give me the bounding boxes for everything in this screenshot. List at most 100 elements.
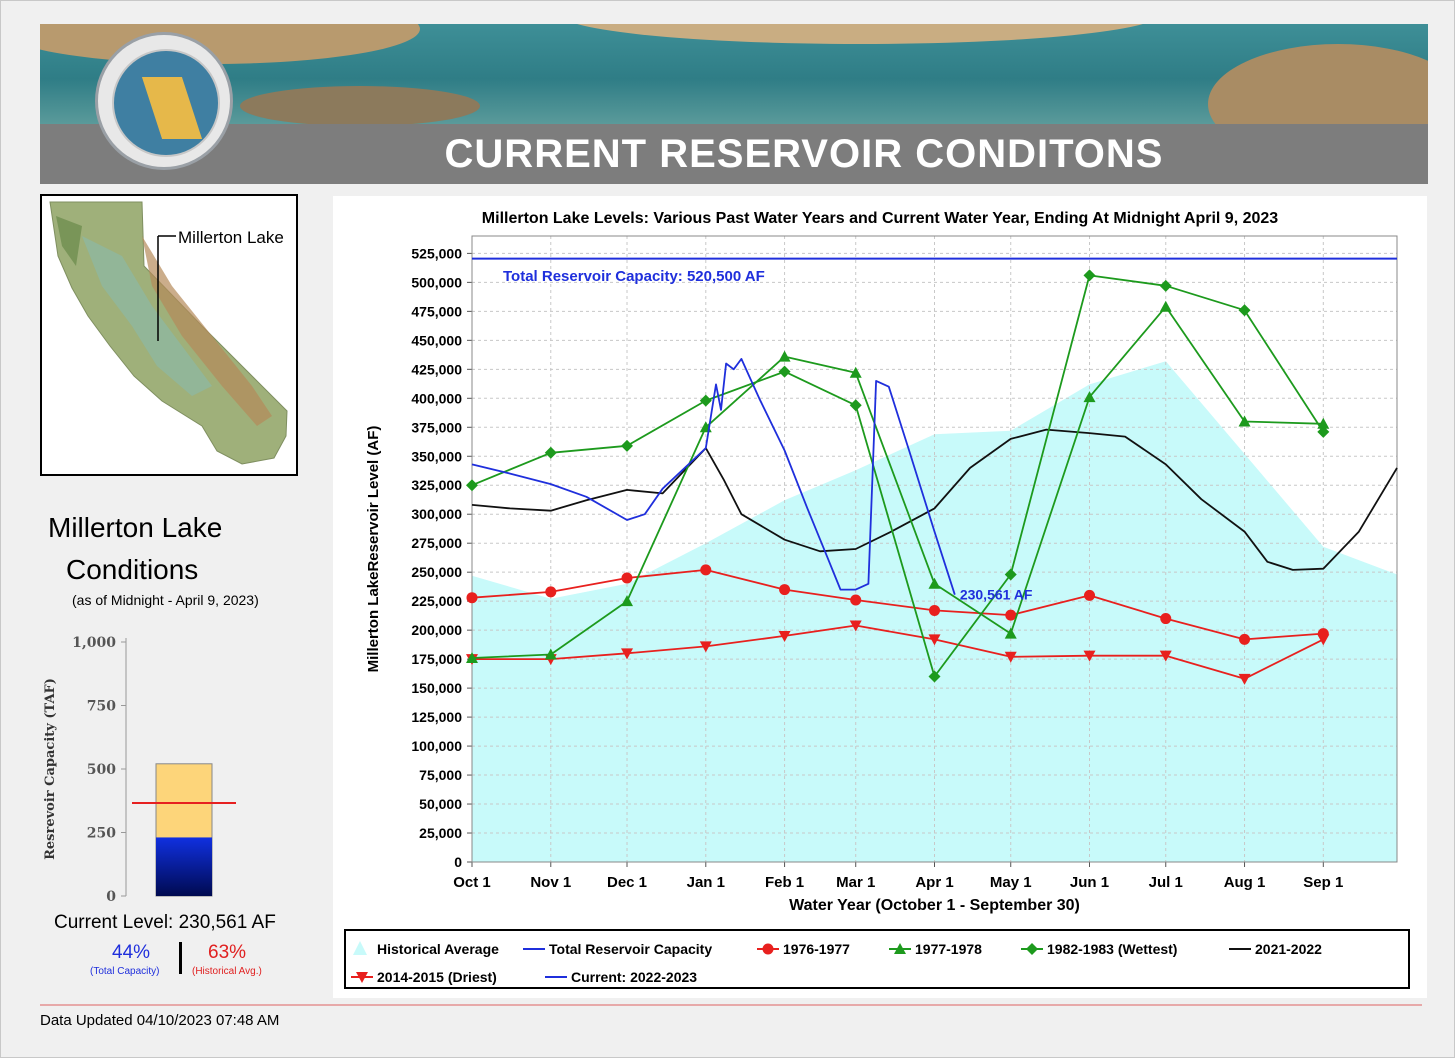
gauge-current-bar	[156, 837, 212, 896]
legend-label: 1977-1978	[915, 941, 982, 957]
capacity-label: Total Reservoir Capacity: 520,500 AF	[503, 268, 765, 285]
y-tick-label: 300,000	[411, 506, 462, 522]
pct-separator	[179, 942, 182, 974]
lake-levels-chart-panel: 0 25,000 50,000 75,000 100,000 125,000 150,000…	[333, 196, 1427, 998]
series-1982-1983-wettest-point	[1083, 269, 1096, 282]
series-1976-1977-point	[1084, 589, 1096, 601]
series-2014-2015-driest-line	[472, 624, 1324, 680]
hill-shape	[560, 24, 1160, 44]
y-tick-label: 500,000	[411, 274, 462, 290]
page-title: CURRENT RESERVOIR CONDITONS	[444, 132, 1164, 176]
legend-marker	[356, 972, 368, 983]
legend-label: Current: 2022-2023	[571, 969, 697, 985]
y-tick-label: 25,000	[419, 825, 462, 841]
legend-label: 2021-2022	[1255, 941, 1322, 957]
x-tick-label: Jul 1	[1149, 874, 1183, 891]
series-1976-1977-point	[1160, 613, 1172, 625]
series-1977-1978-point	[1159, 300, 1172, 312]
series-1976-1977-point	[1005, 609, 1017, 621]
legend-swatch	[353, 941, 367, 955]
x-tick-label: Oct 1	[453, 874, 491, 891]
series-1976-1977-point	[1239, 633, 1251, 645]
legend-marker	[1026, 943, 1038, 955]
banner-bar	[40, 124, 1428, 184]
x-tick-label: Jan 1	[687, 874, 725, 891]
y-tick-label: 375,000	[411, 419, 462, 435]
series-2014-2015-driest-point	[699, 641, 712, 653]
y-tick-label: 425,000	[411, 361, 462, 377]
series-1977-1978-point	[621, 595, 634, 607]
legend-label: 2014-2015 (Driest)	[377, 969, 497, 985]
y-tick-label: 350,000	[411, 448, 462, 464]
x-axis-label: Water Year (October 1 - September 30)	[789, 897, 1080, 914]
y-tick-label: 250,000	[411, 564, 462, 580]
series-1977-1978-point	[778, 350, 791, 362]
pct-total-capacity: 44%	[112, 942, 151, 963]
series-1977-1978-point	[1317, 417, 1330, 429]
series-2014-2015-driest-point	[1159, 650, 1172, 662]
y-tick-label: 200,000	[411, 622, 462, 638]
conditions-subtitle: (as of Midnight - April 9, 2023)	[72, 592, 259, 608]
y-axis-label: Millerton LakeReservoir Level (AF)	[365, 426, 382, 673]
series-1976-1977-point	[621, 572, 633, 584]
y-tick-label: 50,000	[419, 796, 462, 812]
series-2014-2015-driest-point	[1083, 650, 1096, 662]
series-1982-1983-wettest-point	[1317, 425, 1330, 438]
chart-title: Millerton Lake Levels: Various Past Wate…	[482, 210, 1278, 227]
lake-levels-chart: 0 25,000 50,000 75,000 100,000 125,000 150,000…	[344, 210, 1410, 989]
legend-label: Total Reservoir Capacity	[549, 941, 712, 957]
y-tick-label: 175,000	[411, 651, 462, 667]
series-1976-1977-point	[466, 592, 478, 604]
legend-label: 1982-1983 (Wettest)	[1047, 941, 1177, 957]
pct-historical-avg: 63%	[208, 942, 247, 963]
y-tick-label: 225,000	[411, 593, 462, 609]
y-tick-label: 100,000	[411, 738, 462, 754]
series-1976-1977-point	[929, 604, 940, 616]
series-1977-1978-line	[471, 305, 1324, 659]
series-1977-1978-point	[1004, 627, 1017, 639]
series-1982-1983-wettest-point	[1159, 279, 1172, 292]
y-tick-label: 450,000	[411, 332, 462, 348]
x-tick-label: Feb 1	[765, 874, 804, 891]
y-tick-label: 75,000	[419, 767, 462, 783]
series-1976-1977-point	[545, 586, 557, 598]
series-2021-2022-line	[471, 428, 1398, 571]
series-1976-1977-point	[1317, 628, 1329, 640]
map-label: Millerton Lake	[178, 228, 284, 247]
legend-marker	[894, 943, 906, 954]
series-current-2022-2023-line	[471, 358, 956, 595]
y-tick-label: 150,000	[411, 680, 462, 696]
california-map: Millerton Lake	[40, 194, 298, 476]
x-tick-label: Sep 1	[1303, 874, 1343, 891]
x-tick-label: Jun 1	[1070, 874, 1109, 891]
dwr-seal-logo	[95, 32, 233, 170]
series-2014-2015-driest-point	[928, 634, 941, 646]
series-2014-2015-driest-point	[621, 648, 634, 660]
series-2014-2015-driest-point	[1004, 651, 1017, 663]
california-shape-icon	[141, 77, 203, 139]
header-banner: CURRENT RESERVOIR CONDITONS	[40, 24, 1428, 184]
legend-box	[344, 929, 1410, 989]
series-1976-1977-point	[779, 584, 791, 596]
x-tick-label: Nov 1	[530, 874, 571, 891]
gauge-tick-label: 1,000	[72, 635, 116, 651]
series-1982-1983-wettest-point	[544, 446, 557, 459]
series-2014-2015-driest-point	[849, 620, 862, 632]
y-tick-label: 400,000	[411, 390, 462, 406]
gauge-axis-label: Resrevoir Capacity (TAF)	[43, 678, 58, 860]
series-1982-1983-wettest-point	[1238, 304, 1251, 317]
current-level: Current Level: 230,561 AF	[54, 912, 276, 933]
series-1982-1983-wettest-point	[621, 439, 634, 452]
gauge-tick-label: 500	[87, 762, 116, 778]
gauge-tick-label: 250	[87, 826, 116, 842]
series-1976-1977-line	[471, 569, 1324, 641]
y-tick-label: 125,000	[411, 709, 462, 725]
series-1977-1978-point	[466, 651, 478, 663]
footer-divider	[40, 1004, 1422, 1006]
series-1982-1983-wettest-point	[928, 670, 941, 683]
legend-label: 1976-1977	[783, 941, 850, 957]
y-tick-label: 275,000	[411, 535, 462, 551]
conditions-title-line2: Conditions	[66, 554, 199, 585]
hill-shape	[240, 86, 480, 126]
y-tick-label: 475,000	[411, 303, 462, 319]
